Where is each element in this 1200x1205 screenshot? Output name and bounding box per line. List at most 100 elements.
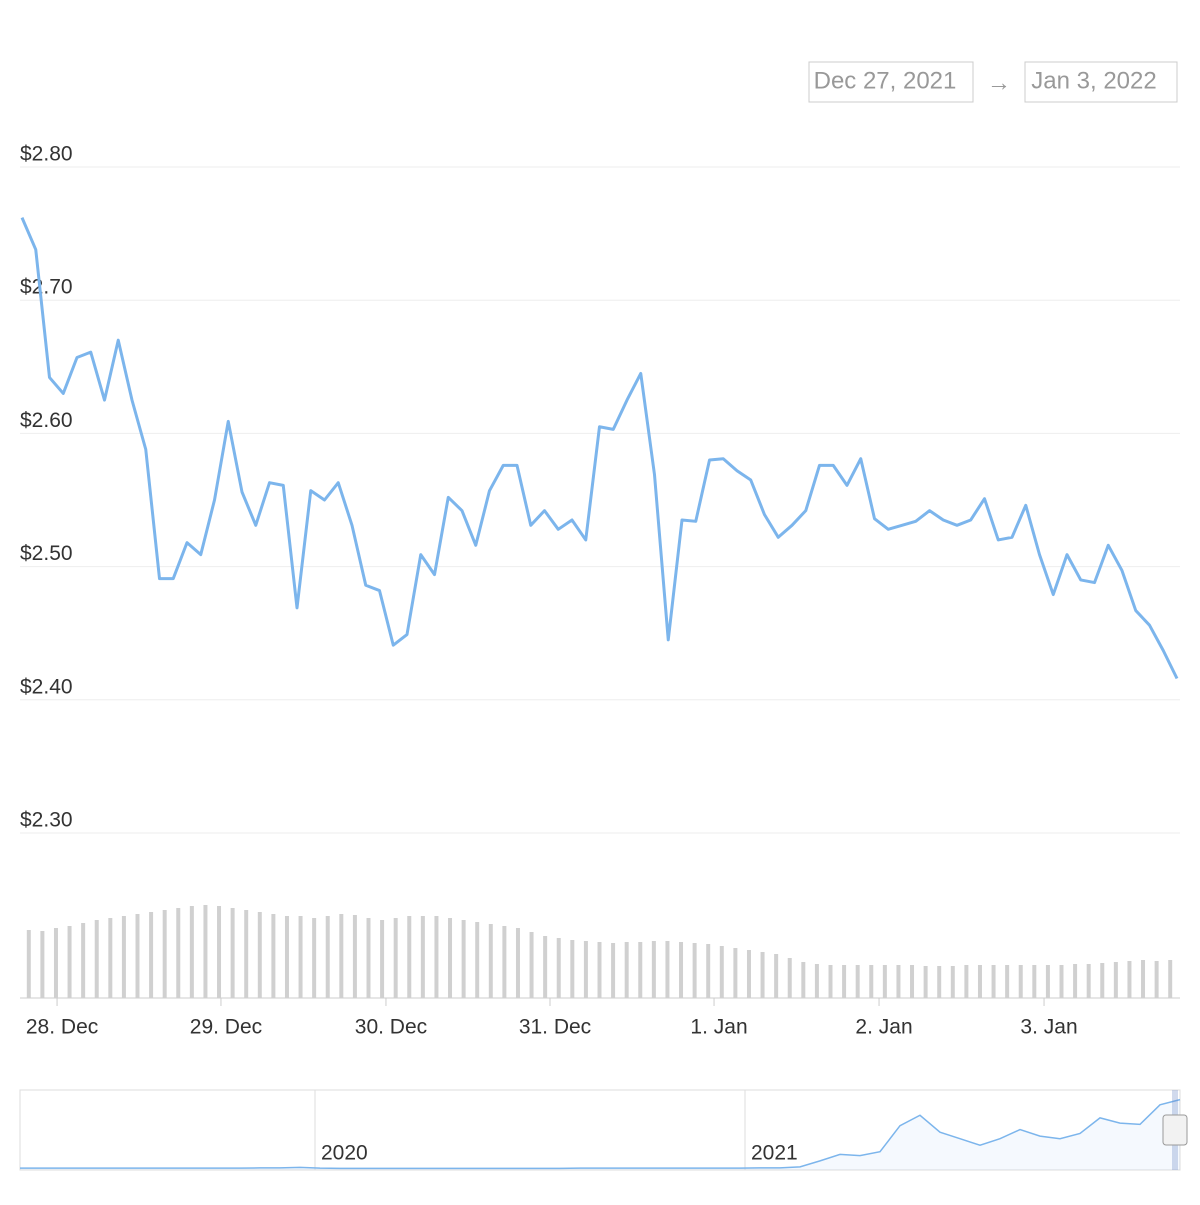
x-tick-label: 28. Dec xyxy=(26,1016,98,1039)
volume-bar xyxy=(339,914,344,998)
volume-bar xyxy=(964,965,969,998)
volume-bar xyxy=(380,920,385,998)
volume-bar xyxy=(352,915,357,998)
volume-bar xyxy=(81,923,86,998)
volume-bar xyxy=(814,964,819,998)
price-line xyxy=(20,217,1179,680)
volume-bar xyxy=(121,916,126,998)
volume-bar xyxy=(284,916,289,998)
date-from-input[interactable] xyxy=(808,61,974,103)
volume-bar xyxy=(407,916,412,998)
volume-bar xyxy=(556,938,561,998)
x-tick-label: 2. Jan xyxy=(855,1016,912,1039)
volume-bar xyxy=(1127,961,1132,998)
volume-bar xyxy=(801,962,806,998)
volume-bar xyxy=(1045,965,1050,998)
volume-bar xyxy=(434,916,439,998)
date-arrow: → xyxy=(987,69,1011,96)
volume-bar xyxy=(1032,965,1037,998)
volume-bar xyxy=(1005,965,1010,998)
volume-bar xyxy=(611,943,616,998)
volume-bar xyxy=(869,965,874,998)
volume-bar xyxy=(624,942,629,998)
volume-bar xyxy=(135,914,140,998)
volume-bar xyxy=(203,905,208,998)
volume-bar xyxy=(298,916,303,998)
volume-bar xyxy=(570,940,575,998)
volume-bar xyxy=(1018,965,1023,998)
volume-bar xyxy=(393,918,398,998)
volume-bar xyxy=(787,958,792,998)
date-from[interactable]: Dec 27, 2021 xyxy=(814,67,957,94)
volume-bar xyxy=(733,948,738,998)
volume-bar xyxy=(991,965,996,998)
volume-bar xyxy=(1086,964,1091,998)
navigator-handle[interactable] xyxy=(1162,1114,1188,1146)
volume-bar xyxy=(366,918,371,998)
volume-bar xyxy=(217,906,222,998)
volume-bar xyxy=(543,936,548,998)
volume-bar xyxy=(502,926,507,998)
volume-bar xyxy=(937,966,942,998)
y-tick-label: $2.70 xyxy=(20,276,73,299)
volume-bar xyxy=(1059,965,1064,998)
volume-bar xyxy=(774,954,779,998)
x-tick-label: 31. Dec xyxy=(519,1016,591,1039)
volume-bar xyxy=(149,912,154,998)
volume-bar xyxy=(312,918,317,998)
date-to[interactable]: Jan 3, 2022 xyxy=(1031,67,1156,94)
volume-bar xyxy=(583,941,588,998)
volume-bar xyxy=(325,916,330,998)
volume-bar xyxy=(638,942,643,998)
volume-bar xyxy=(1073,964,1078,998)
navigator-line xyxy=(20,1098,1181,1170)
volume-bar xyxy=(529,932,534,998)
y-tick-label: $2.80 xyxy=(20,143,73,166)
volume-bar xyxy=(94,920,99,998)
volume-bar xyxy=(651,941,656,998)
navigator-area xyxy=(20,1099,1180,1170)
volume-bar xyxy=(706,944,711,998)
volume-bar xyxy=(26,930,31,998)
volume-bar xyxy=(977,965,982,998)
volume-bar xyxy=(923,966,928,998)
x-tick-label: 30. Dec xyxy=(355,1016,427,1039)
volume-bar xyxy=(53,928,58,998)
navigator-tick-label: 2020 xyxy=(321,1142,368,1165)
volume-bar xyxy=(257,912,262,998)
volume-bar xyxy=(746,950,751,998)
y-tick-label: $2.40 xyxy=(20,675,73,698)
x-tick-label: 29. Dec xyxy=(190,1016,262,1039)
volume-bar xyxy=(842,965,847,998)
navigator-tick-label: 2021 xyxy=(751,1142,798,1165)
volume-bar xyxy=(1100,963,1105,998)
volume-bar xyxy=(108,918,113,998)
x-tick-label: 1. Jan xyxy=(690,1016,747,1039)
date-to-input[interactable] xyxy=(1024,61,1178,103)
y-tick-label: $2.60 xyxy=(20,409,73,432)
volume-bar xyxy=(679,942,684,998)
volume-bar xyxy=(828,965,833,998)
volume-bar xyxy=(67,926,72,998)
volume-bar xyxy=(1154,961,1159,998)
volume-bar xyxy=(40,931,45,998)
volume-bar xyxy=(244,910,249,998)
volume-bar xyxy=(950,966,955,998)
volume-bar xyxy=(1141,960,1146,998)
y-tick-label: $2.30 xyxy=(20,809,73,832)
volume-bar xyxy=(461,920,466,998)
volume-bar xyxy=(488,924,493,998)
volume-bar xyxy=(855,965,860,998)
volume-bar xyxy=(692,943,697,998)
volume-bar xyxy=(189,906,194,998)
volume-bar xyxy=(475,922,480,998)
y-tick-label: $2.50 xyxy=(20,542,73,565)
volume-bar xyxy=(515,928,520,998)
volume-bar xyxy=(271,914,276,998)
volume-bar xyxy=(719,946,724,998)
volume-bar xyxy=(230,908,235,998)
volume-bar xyxy=(162,910,167,998)
volume-bar xyxy=(1113,962,1118,998)
volume-bar xyxy=(760,952,765,998)
